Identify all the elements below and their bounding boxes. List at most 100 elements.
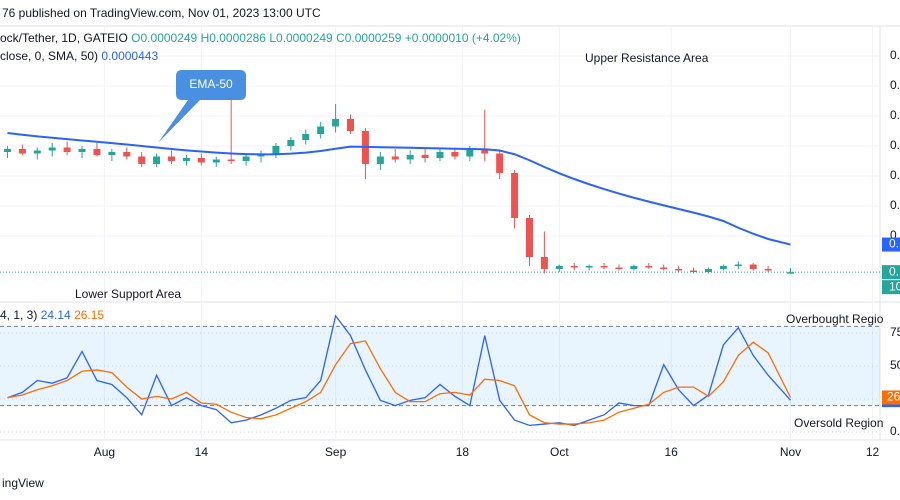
candle-body <box>481 149 489 154</box>
y-tick-label: 75 <box>890 325 900 339</box>
y-tick-label: 0. <box>890 138 900 152</box>
candle-body <box>630 266 638 269</box>
osc-badge <box>882 390 900 405</box>
candle-body <box>787 272 795 274</box>
x-tick-label: Aug <box>94 445 115 459</box>
osc-badge-label: 26 <box>887 390 900 404</box>
ema-params: close, 0, SMA, 50) <box>0 49 98 63</box>
candle-body <box>18 149 26 154</box>
price-badge <box>882 265 900 280</box>
marks <box>0 80 880 427</box>
labels: 76 published on TradingView.com, Nov 01,… <box>0 6 900 490</box>
ohlc: O0.0000249 <box>131 31 197 45</box>
candle-body <box>734 264 742 266</box>
y-tick-label: 0. <box>890 48 900 62</box>
legend: ock/Tether, 1D, GATEIO O0.0000249 H0.000… <box>0 31 521 45</box>
candle-body <box>615 267 623 269</box>
osc-legend: 4, 1, 3) 24.14 26.15 <box>0 308 104 322</box>
y-tick-label: 0. <box>890 108 900 122</box>
candle-body <box>436 152 444 158</box>
candle-body <box>227 159 235 161</box>
candle-body <box>675 269 683 271</box>
ohlc: L0.0000249 <box>269 31 333 45</box>
x-tick-label: Sep <box>325 445 347 459</box>
candle-body <box>600 266 608 268</box>
candle-body <box>511 173 519 218</box>
osc-line <box>7 314 791 427</box>
x-tick-label: 14 <box>195 445 209 459</box>
osc-params: 4, 1, 3) <box>0 308 37 322</box>
candle-body <box>138 156 146 164</box>
candle-body <box>764 269 772 271</box>
candle-body <box>332 119 340 127</box>
candle-body <box>272 146 280 154</box>
y-tick-label: 0. <box>890 78 900 92</box>
x-tick-label: 18 <box>456 445 470 459</box>
candle-body <box>690 270 698 272</box>
d-value: 26.15 <box>74 308 104 322</box>
change: +0.0000010 (+4.02%) <box>405 31 521 45</box>
ema-line <box>7 131 791 246</box>
price-badge-label: 0. <box>889 264 899 278</box>
ohlc: C0.0000259 <box>336 31 402 45</box>
candle-body <box>496 153 504 173</box>
candle-body <box>93 149 101 155</box>
symbol: ock/Tether, 1D, GATEIO <box>0 31 128 45</box>
published: 76 published on TradingView.com, Nov 01,… <box>2 6 321 20</box>
candle-body <box>555 266 563 269</box>
annotation: Overbought Regio <box>786 312 884 326</box>
candle-body <box>63 147 71 152</box>
footer: ingView <box>2 476 44 490</box>
ema-legend: close, 0, SMA, 50) 0.0000443 <box>0 49 158 63</box>
price-badge-label: 10 <box>889 279 900 293</box>
candle-body <box>302 134 310 140</box>
k-value: 24.14 <box>41 308 71 322</box>
candle-body <box>406 155 414 160</box>
grid <box>0 26 880 440</box>
candle-body <box>540 257 548 269</box>
candle-body <box>525 218 533 257</box>
candle-body <box>182 158 190 161</box>
y-tick-label: 0. <box>890 168 900 182</box>
candle-body <box>242 156 250 161</box>
candle-body <box>3 149 11 152</box>
ohlc: H0.0000286 <box>201 31 267 45</box>
price-badge-label: 0. <box>889 237 899 251</box>
candle-body <box>123 152 131 157</box>
x-tick-label: Oct <box>550 445 569 459</box>
candle-body <box>466 149 474 157</box>
candle-body <box>347 119 355 131</box>
y-tick-label: 0. <box>890 424 900 438</box>
candle-body <box>749 264 757 269</box>
candle-body <box>153 156 161 164</box>
annotation: Upper Resistance Area <box>585 51 709 65</box>
annotation: Oversold Region <box>794 416 883 430</box>
candle-body <box>287 140 295 146</box>
candle-body <box>33 150 41 154</box>
x-tick-label: Nov <box>780 445 801 459</box>
candle-body <box>78 149 86 152</box>
price-badge <box>882 237 900 252</box>
ema-value: 0.0000443 <box>101 49 158 63</box>
y-tick-label: 0. <box>890 198 900 212</box>
candle-body <box>168 156 176 161</box>
callout <box>158 70 246 143</box>
candle-body <box>317 126 325 134</box>
candle-body <box>570 266 578 268</box>
y-tick-label: 50 <box>890 358 900 372</box>
callout-label: EMA-50 <box>189 77 233 91</box>
osc-line <box>7 340 792 425</box>
candle-body <box>585 266 593 268</box>
candle-body <box>376 156 384 164</box>
x-tick-label: 12 <box>866 445 880 459</box>
candle-body <box>645 266 653 268</box>
candle-body <box>451 152 459 157</box>
candle-body <box>48 147 56 151</box>
candle-body <box>391 156 399 160</box>
candle-body <box>212 159 220 163</box>
candle-body <box>660 267 668 269</box>
x-tick-label: 16 <box>665 445 679 459</box>
